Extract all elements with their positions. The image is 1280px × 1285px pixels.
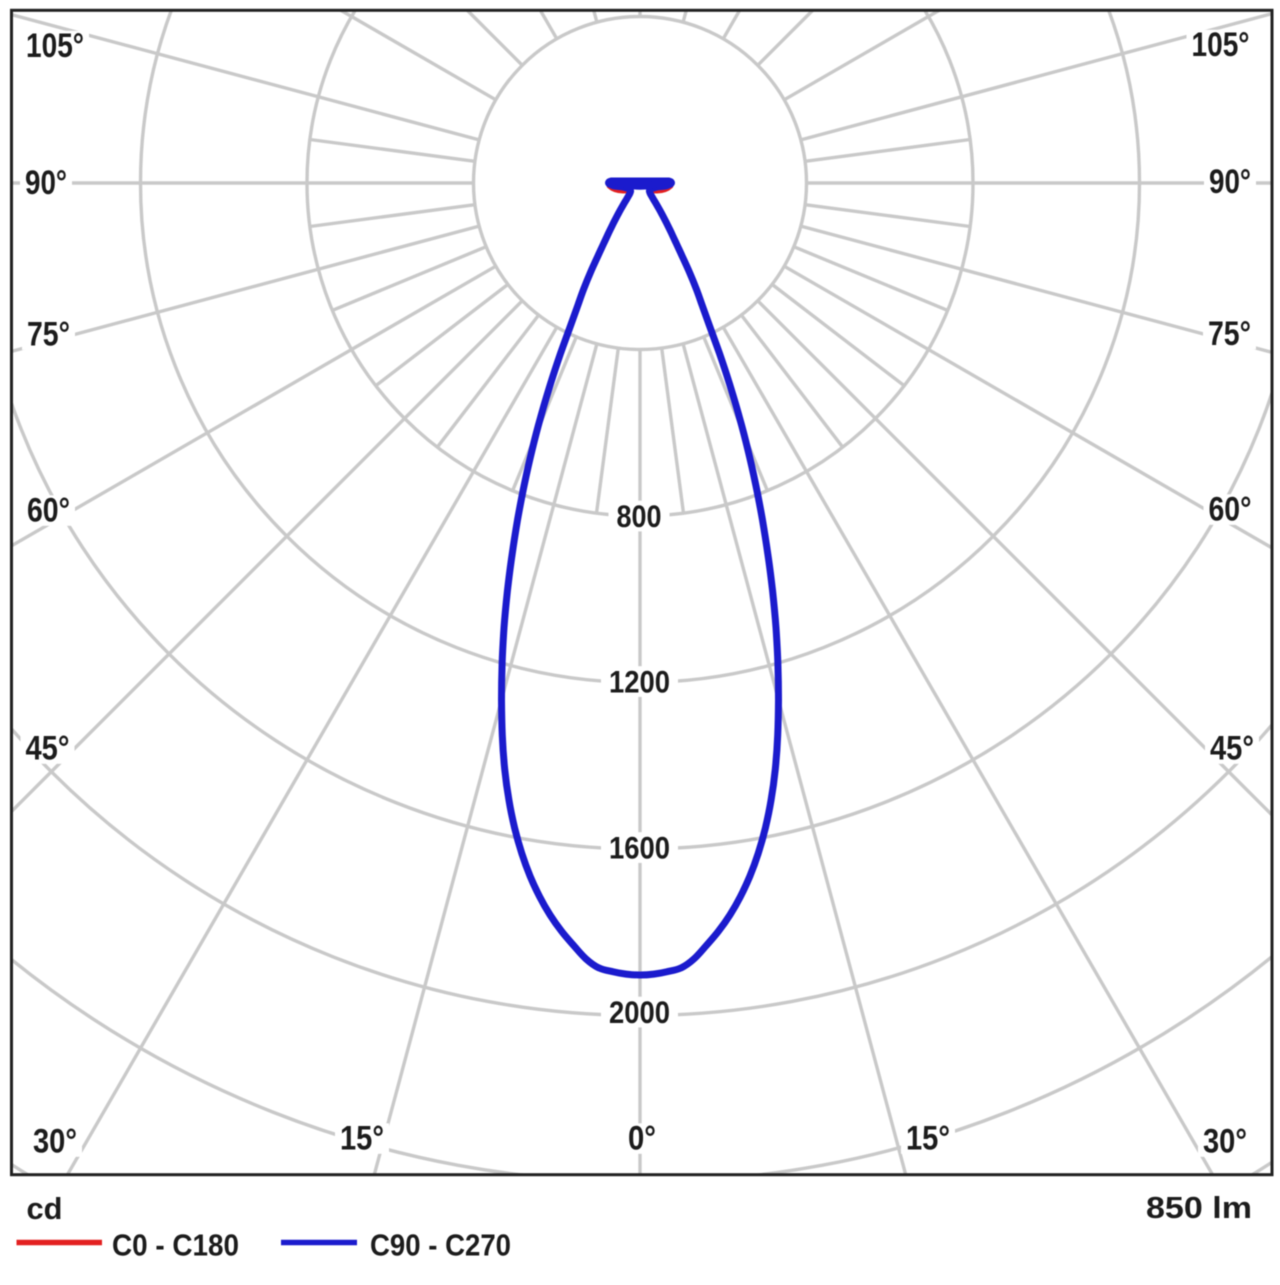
svg-text:30°: 30° bbox=[1203, 1123, 1247, 1161]
svg-text:cd: cd bbox=[27, 1192, 63, 1226]
svg-text:75°: 75° bbox=[27, 316, 70, 354]
svg-text:1200: 1200 bbox=[609, 664, 670, 700]
svg-text:60°: 60° bbox=[1209, 491, 1252, 529]
svg-text:45°: 45° bbox=[26, 730, 70, 768]
svg-text:105°: 105° bbox=[26, 27, 84, 65]
svg-text:15°: 15° bbox=[906, 1120, 950, 1158]
svg-text:105°: 105° bbox=[1192, 26, 1250, 64]
svg-text:45°: 45° bbox=[1210, 730, 1254, 768]
svg-text:60°: 60° bbox=[27, 492, 70, 530]
svg-text:90°: 90° bbox=[25, 164, 67, 202]
svg-text:C0 - C180: C0 - C180 bbox=[112, 1229, 239, 1263]
svg-text:2000: 2000 bbox=[609, 994, 670, 1030]
svg-text:1600: 1600 bbox=[609, 830, 670, 866]
svg-text:850 lm: 850 lm bbox=[1146, 1190, 1252, 1225]
svg-text:90°: 90° bbox=[1209, 163, 1251, 201]
svg-text:800: 800 bbox=[617, 498, 662, 534]
svg-text:75°: 75° bbox=[1208, 315, 1251, 353]
svg-text:0°: 0° bbox=[628, 1120, 656, 1158]
svg-text:30°: 30° bbox=[33, 1123, 77, 1161]
svg-text:C90 - C270: C90 - C270 bbox=[370, 1229, 511, 1263]
svg-text:15°: 15° bbox=[340, 1120, 384, 1158]
